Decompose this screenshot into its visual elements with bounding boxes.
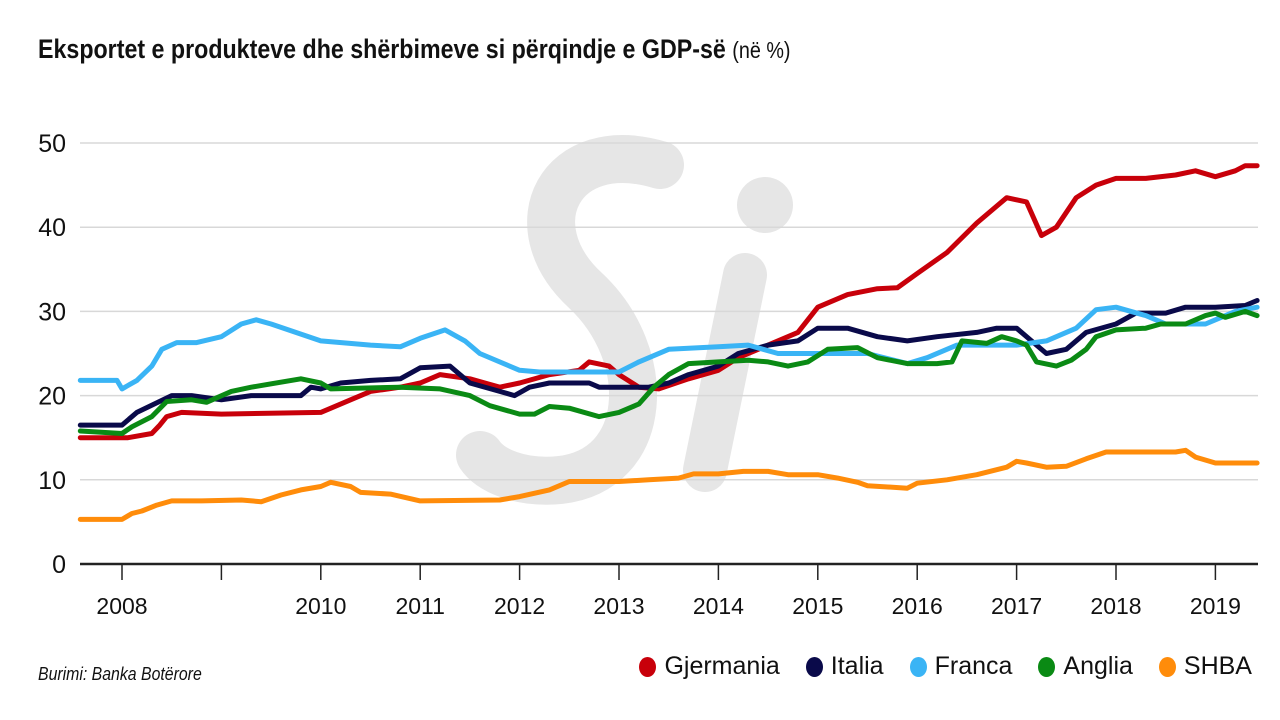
legend-label: Anglia [1063,652,1133,680]
y-tick-label: 40 [38,214,66,242]
legend-item: SHBA [1158,652,1252,681]
series-line-franca [77,304,1260,392]
x-tick-label: 2008 [96,593,147,619]
watermark-i-stem [683,253,767,492]
chart-title: Eksportet e produkteve dhe shërbimeve si… [38,34,791,65]
legend: Gjermania Italia Franca Anglia SHBA [639,652,1252,681]
legend-item: Gjermania [639,652,780,681]
source-note: Burimi: Banka Botërore [38,664,202,684]
legend-marker-icon [1158,656,1176,677]
chart-subtitle: (në %) [732,37,791,63]
series-line-anglia [77,308,1260,436]
x-tick-label: 2017 [991,593,1042,619]
y-tick-label: 10 [38,467,66,495]
y-tick-label: 0 [52,551,66,579]
legend-label: Italia [830,652,884,680]
y-tick-label: 50 [38,130,66,158]
x-tick-label: 2011 [395,593,444,619]
legend-item: Anglia [1038,652,1133,681]
x-tick-label: 2012 [494,593,545,619]
x-tick-label: 2019 [1190,593,1241,619]
y-tick-label: 30 [38,298,66,326]
legend-item: Italia [805,652,884,681]
x-tick-label: 2016 [892,593,943,619]
x-tick-label: 2010 [295,593,346,619]
y-tick-label: 20 [38,383,66,411]
x-tick-label: 2013 [593,593,644,619]
watermark-i-dot [737,177,793,233]
series-line-italia [77,298,1260,428]
legend-marker-icon [639,656,657,677]
x-tick-label: 2018 [1090,593,1141,619]
legend-marker-icon [1038,656,1056,677]
title-text: Eksportet e produkteve dhe shërbimeve si… [38,34,726,64]
legend-marker-icon [909,656,927,677]
series-line-shba [77,447,1260,522]
legend-label: Gjermania [664,652,780,680]
watermark-s-shape [456,135,684,505]
legend-item: Franca [909,652,1013,681]
watermark-logo [456,135,793,505]
x-tick-label: 2015 [792,593,843,619]
x-tick-label: 2014 [693,593,744,619]
legend-marker-icon [805,656,823,677]
legend-label: Franca [934,652,1013,680]
legend-label: SHBA [1183,652,1252,680]
series-line-gjermania [77,163,1260,441]
